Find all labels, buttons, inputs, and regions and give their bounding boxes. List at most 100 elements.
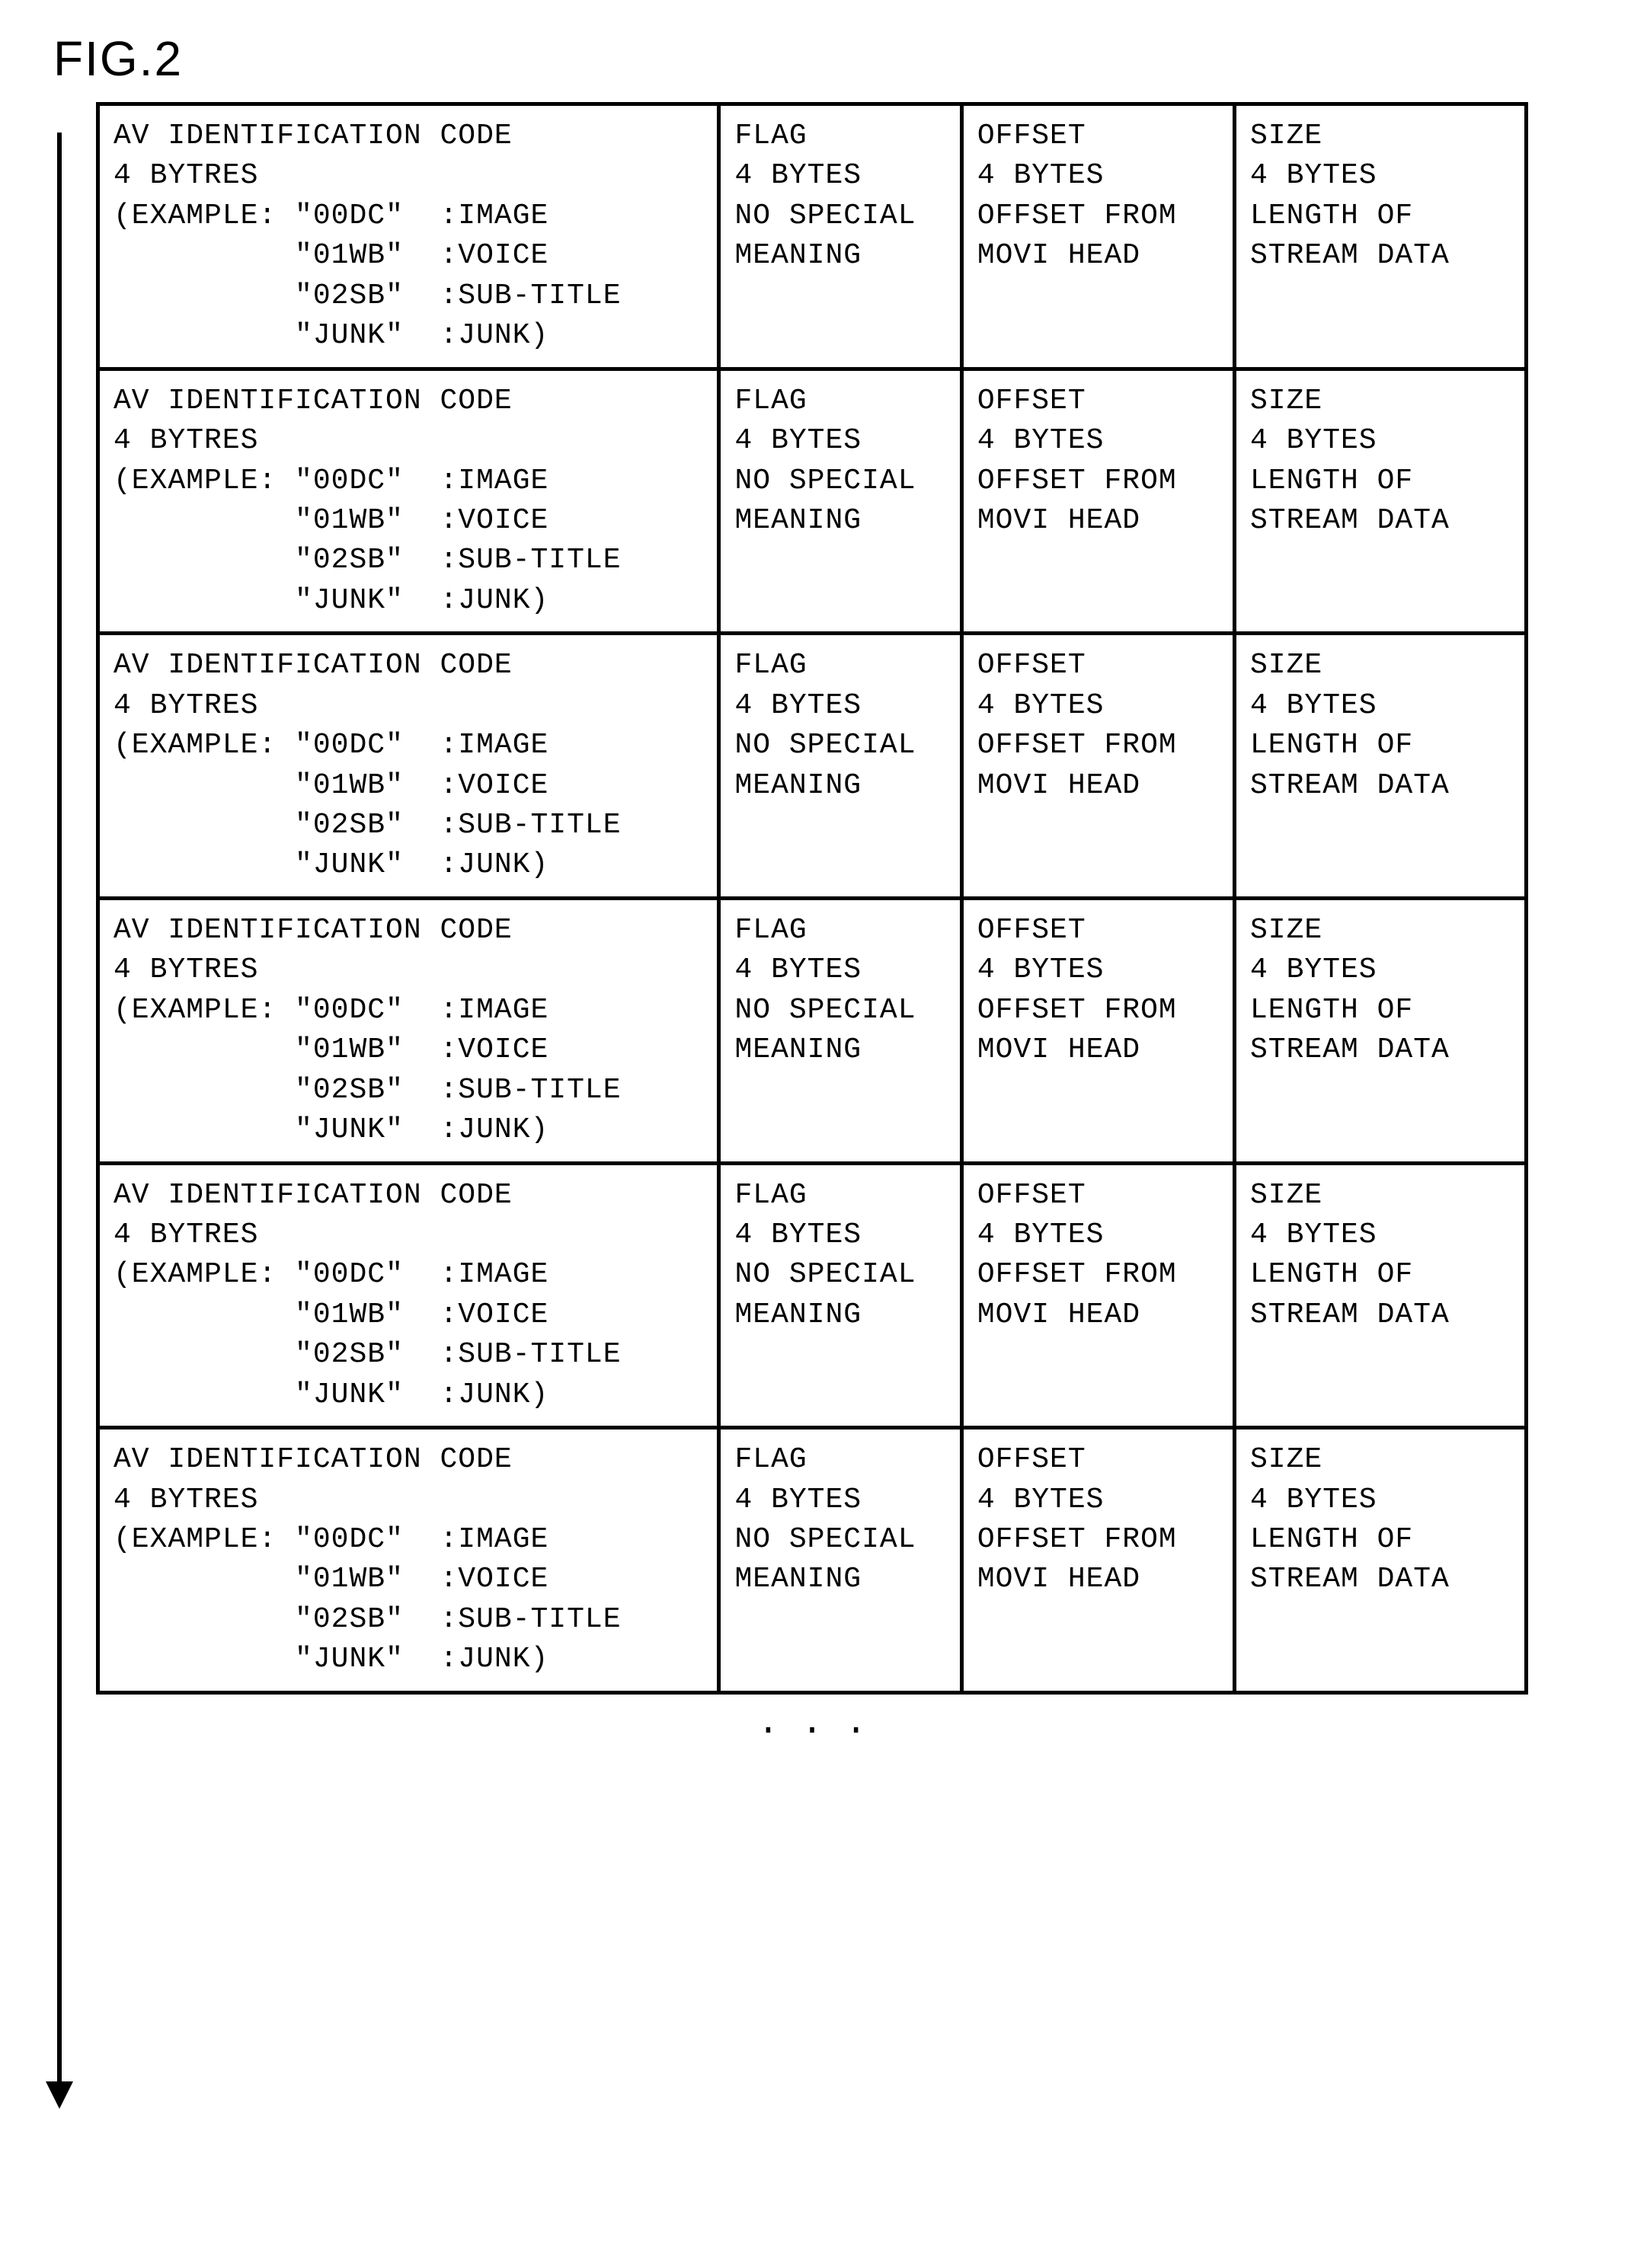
cell-line: 4 BYTES — [1250, 686, 1511, 726]
cell-line: OFFSET — [977, 382, 1219, 421]
cell-bytes: 4 BYTRES — [114, 686, 703, 726]
offset-cell: OFFSET4 BYTESOFFSET FROMMOVI HEAD — [964, 371, 1236, 632]
cell-title: AV IDENTIFICATION CODE — [114, 382, 703, 421]
example-list: "00DC" :IMAGE "01WB" :VOICE "02SB" :SUB-… — [295, 1520, 621, 1680]
cell-line: MOVI HEAD — [977, 766, 1219, 806]
example-block: (EXAMPLE: "00DC" :IMAGE "01WB" :VOICE "0… — [114, 1520, 703, 1680]
cell-line: STREAM DATA — [1250, 236, 1511, 276]
cell-line: 4 BYTES — [1250, 421, 1511, 461]
cell-bytes: 4 BYTRES — [114, 156, 703, 196]
cell-line: 4 BYTES — [977, 686, 1219, 726]
offset-cell: OFFSET4 BYTESOFFSET FROMMOVI HEAD — [964, 635, 1236, 896]
table-row: AV IDENTIFICATION CODE4 BYTRES(EXAMPLE: … — [100, 106, 1524, 371]
cell-title: AV IDENTIFICATION CODE — [114, 911, 703, 950]
flag-cell: FLAG4 BYTESNO SPECIALMEANING — [721, 371, 963, 632]
cell-line: OFFSET FROM — [977, 991, 1219, 1030]
cell-line: OFFSET — [977, 117, 1219, 156]
example-prefix: (EXAMPLE: — [114, 462, 295, 621]
cell-line: SIZE — [1250, 382, 1511, 421]
cell-line: 4 BYTES — [1250, 156, 1511, 196]
table-row: AV IDENTIFICATION CODE4 BYTRES(EXAMPLE: … — [100, 1165, 1524, 1430]
cell-line: OFFSET FROM — [977, 726, 1219, 765]
cell-line: OFFSET — [977, 1176, 1219, 1215]
flag-cell: FLAG4 BYTESNO SPECIALMEANING — [721, 900, 963, 1161]
table-row: AV IDENTIFICATION CODE4 BYTRES(EXAMPLE: … — [100, 1429, 1524, 1691]
cell-line: 4 BYTES — [734, 950, 945, 990]
cell-line: LENGTH OF — [1250, 991, 1511, 1030]
cell-line: FLAG — [734, 1440, 945, 1480]
cell-line: FLAG — [734, 117, 945, 156]
cell-line: LENGTH OF — [1250, 1520, 1511, 1560]
cell-line: MOVI HEAD — [977, 1560, 1219, 1599]
cell-line: LENGTH OF — [1250, 196, 1511, 236]
cell-line: 4 BYTES — [734, 421, 945, 461]
cell-line: 4 BYTES — [977, 1481, 1219, 1520]
flag-cell: FLAG4 BYTESNO SPECIALMEANING — [721, 1165, 963, 1426]
size-cell: SIZE4 BYTESLENGTH OFSTREAM DATA — [1236, 900, 1524, 1161]
cell-line: 4 BYTES — [977, 950, 1219, 990]
cell-line: MEANING — [734, 236, 945, 276]
cell-line: NO SPECIAL — [734, 1255, 945, 1295]
cell-line: OFFSET FROM — [977, 462, 1219, 501]
cell-line: SIZE — [1250, 1440, 1511, 1480]
figure-label: FIG.2 — [53, 30, 1585, 87]
av-identification-cell: AV IDENTIFICATION CODE4 BYTRES(EXAMPLE: … — [100, 900, 721, 1161]
cell-line: OFFSET FROM — [977, 1520, 1219, 1560]
arrow-head — [46, 2081, 73, 2109]
cell-line: SIZE — [1250, 911, 1511, 950]
cell-line: 4 BYTES — [1250, 950, 1511, 990]
cell-line: MEANING — [734, 1295, 945, 1335]
example-block: (EXAMPLE: "00DC" :IMAGE "01WB" :VOICE "0… — [114, 991, 703, 1151]
cell-line: SIZE — [1250, 1176, 1511, 1215]
cell-line: SIZE — [1250, 117, 1511, 156]
cell-line: NO SPECIAL — [734, 726, 945, 765]
av-identification-cell: AV IDENTIFICATION CODE4 BYTRES(EXAMPLE: … — [100, 1165, 721, 1426]
cell-line: MOVI HEAD — [977, 501, 1219, 541]
offset-cell: OFFSET4 BYTESOFFSET FROMMOVI HEAD — [964, 1429, 1236, 1691]
cell-line: NO SPECIAL — [734, 1520, 945, 1560]
cell-title: AV IDENTIFICATION CODE — [114, 646, 703, 685]
example-block: (EXAMPLE: "00DC" :IMAGE "01WB" :VOICE "0… — [114, 726, 703, 886]
example-prefix: (EXAMPLE: — [114, 1255, 295, 1415]
flag-cell: FLAG4 BYTESNO SPECIALMEANING — [721, 635, 963, 896]
cell-line: 4 BYTES — [734, 686, 945, 726]
offset-cell: OFFSET4 BYTESOFFSET FROMMOVI HEAD — [964, 1165, 1236, 1426]
arrow-shaft — [57, 133, 62, 2082]
cell-title: AV IDENTIFICATION CODE — [114, 1440, 703, 1480]
example-list: "00DC" :IMAGE "01WB" :VOICE "02SB" :SUB-… — [295, 1255, 621, 1415]
cell-line: STREAM DATA — [1250, 1030, 1511, 1070]
time-arrow — [46, 102, 73, 2109]
example-prefix: (EXAMPLE: — [114, 1520, 295, 1680]
cell-line: 4 BYTES — [734, 1215, 945, 1255]
size-cell: SIZE4 BYTESLENGTH OFSTREAM DATA — [1236, 1429, 1524, 1691]
cell-bytes: 4 BYTRES — [114, 950, 703, 990]
cell-line: STREAM DATA — [1250, 1560, 1511, 1599]
cell-line: FLAG — [734, 382, 945, 421]
cell-bytes: 4 BYTRES — [114, 421, 703, 461]
av-identification-cell: AV IDENTIFICATION CODE4 BYTRES(EXAMPLE: … — [100, 1429, 721, 1691]
example-list: "00DC" :IMAGE "01WB" :VOICE "02SB" :SUB-… — [295, 196, 621, 356]
example-list: "00DC" :IMAGE "01WB" :VOICE "02SB" :SUB-… — [295, 991, 621, 1151]
cell-line: 4 BYTES — [977, 421, 1219, 461]
diagram-container: AV IDENTIFICATION CODE4 BYTRES(EXAMPLE: … — [46, 102, 1585, 2109]
table-row: AV IDENTIFICATION CODE4 BYTRES(EXAMPLE: … — [100, 371, 1524, 636]
cell-line: MOVI HEAD — [977, 1295, 1219, 1335]
cell-line: 4 BYTES — [1250, 1481, 1511, 1520]
size-cell: SIZE4 BYTESLENGTH OFSTREAM DATA — [1236, 635, 1524, 896]
cell-line: OFFSET — [977, 1440, 1219, 1480]
cell-title: AV IDENTIFICATION CODE — [114, 1176, 703, 1215]
flag-cell: FLAG4 BYTESNO SPECIALMEANING — [721, 1429, 963, 1691]
cell-line: MEANING — [734, 501, 945, 541]
cell-line: 4 BYTES — [734, 156, 945, 196]
av-identification-cell: AV IDENTIFICATION CODE4 BYTRES(EXAMPLE: … — [100, 106, 721, 367]
cell-line: SIZE — [1250, 646, 1511, 685]
cell-line: 4 BYTES — [1250, 1215, 1511, 1255]
example-prefix: (EXAMPLE: — [114, 726, 295, 886]
example-block: (EXAMPLE: "00DC" :IMAGE "01WB" :VOICE "0… — [114, 462, 703, 621]
cell-line: FLAG — [734, 646, 945, 685]
cell-line: MEANING — [734, 1560, 945, 1599]
cell-line: STREAM DATA — [1250, 1295, 1511, 1335]
example-block: (EXAMPLE: "00DC" :IMAGE "01WB" :VOICE "0… — [114, 196, 703, 356]
cell-line: LENGTH OF — [1250, 726, 1511, 765]
cell-line: MOVI HEAD — [977, 1030, 1219, 1070]
